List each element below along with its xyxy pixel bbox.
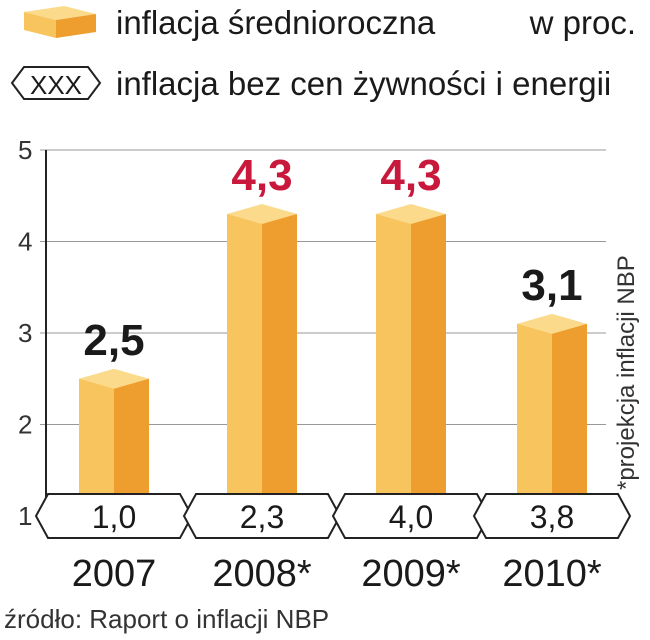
bar-2010 (517, 313, 587, 516)
bar-top (517, 313, 587, 334)
bar-face-dark (552, 323, 587, 516)
bar-value-label-2009: 4,3 (380, 151, 441, 200)
bar-2008 (227, 204, 297, 517)
x-axis-labels: 2007 2008* 2009* 2010* (72, 553, 602, 595)
bar-value-label-2008: 4,3 (231, 151, 292, 200)
core-marker-shape (472, 493, 632, 539)
projection-note: *projekcja inflacji NBP (613, 255, 640, 490)
core-value-label: 2,3 (240, 499, 284, 535)
legend-bar-label: inflacja średnioroczna (116, 4, 436, 41)
x-tick-label-2008: 2008* (212, 553, 312, 595)
legend-unit: w proc. (529, 4, 636, 41)
core-value-label: 3,8 (530, 499, 574, 535)
bar-face-light (376, 214, 411, 517)
y-tick-label-2: 2 (18, 410, 32, 440)
legend-core-label: inflacja bez cen żywności i energii (116, 65, 611, 102)
x-tick-label-2010: 2010* (502, 553, 602, 595)
core-value-label: 4,0 (389, 499, 433, 535)
bar-face-dark (262, 214, 297, 517)
bars: 2,5 4,3 4,3 3,1 (79, 151, 587, 517)
core-marker-2010: 3,8 (472, 493, 632, 539)
y-tick-label-3: 3 (18, 318, 32, 348)
bar-top (79, 368, 149, 389)
legend-bar-swatch-icon (24, 6, 96, 38)
core-marker-2007: 1,0 (34, 493, 194, 539)
bar-top (376, 204, 446, 225)
x-tick-label-2007: 2007 (72, 553, 157, 595)
bar-top (227, 204, 297, 225)
bar-value-label-2010: 3,1 (521, 261, 582, 310)
legend-core-marker-icon: XXX (10, 66, 102, 100)
y-tick-label-1: 1 (18, 501, 32, 531)
x-tick-label-2009: 2009* (361, 553, 461, 595)
y-tick-label-5: 5 (18, 135, 32, 165)
bar-face-light (227, 214, 262, 517)
legend-core-marker-text: XXX (30, 70, 82, 100)
legend: inflacja średnioroczna w proc. XXX infla… (10, 4, 636, 102)
bar-2009 (376, 204, 446, 517)
bar-face-dark (411, 214, 446, 517)
core-value-label: 1,0 (92, 499, 136, 535)
bar-face-light (517, 323, 552, 516)
core-marker-2009: 4,0 (331, 493, 491, 539)
core-marker-2008: 2,3 (182, 493, 342, 539)
source-text: źródło: Raport o inflacji NBP (4, 604, 329, 634)
y-tick-label-4: 4 (18, 227, 32, 257)
bar-value-label-2007: 2,5 (83, 316, 144, 365)
core-markers: 1,0 2,3 4,0 3,8 (34, 493, 632, 539)
